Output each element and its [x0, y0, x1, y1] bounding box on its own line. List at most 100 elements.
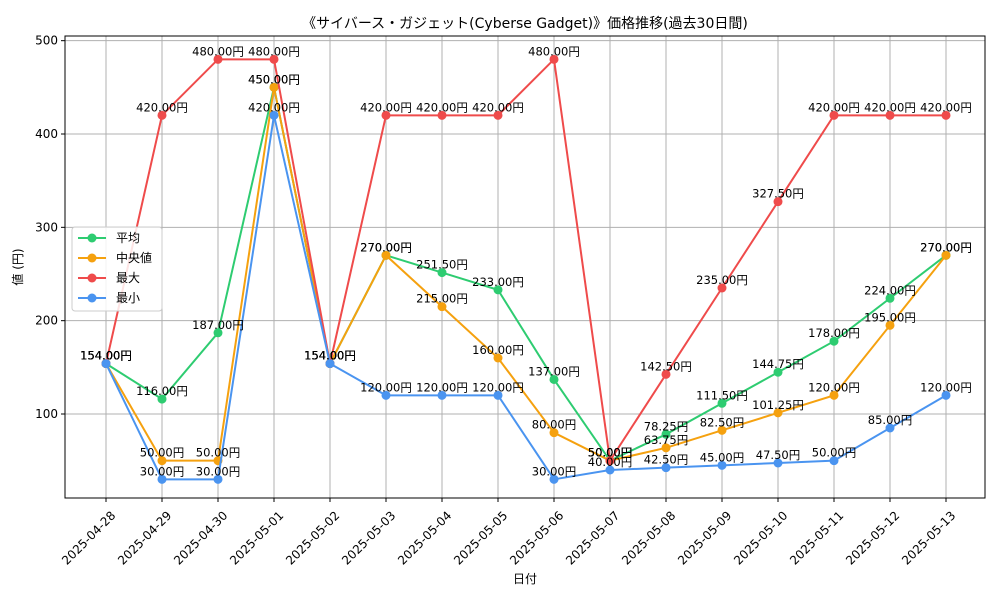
data-label: 142.50円: [640, 359, 692, 373]
x-tick-label: 2025-05-11: [787, 508, 846, 567]
x-tick-label: 2025-05-03: [339, 508, 398, 567]
legend-label: 平均: [116, 231, 140, 245]
data-point: [773, 408, 783, 418]
legend-marker: [87, 233, 97, 243]
data-label: 50.00円: [140, 446, 184, 460]
data-label: 154.00円: [80, 349, 132, 363]
data-label: 224.00円: [864, 283, 916, 297]
data-point: [549, 428, 559, 438]
x-tick-label: 2025-04-30: [171, 508, 230, 567]
data-label: 30.00円: [532, 464, 576, 478]
data-point: [213, 328, 223, 338]
data-label: 195.00円: [864, 310, 916, 324]
data-point: [605, 465, 615, 475]
data-point: [661, 369, 671, 379]
data-label: 215.00円: [416, 292, 468, 306]
data-label: 50.00円: [588, 446, 632, 460]
data-label: 420.00円: [136, 100, 188, 114]
x-tick-label: 2025-05-13: [899, 508, 958, 567]
data-point: [437, 268, 447, 278]
data-point: [157, 394, 167, 404]
data-point: [269, 110, 279, 120]
data-label: 137.00円: [528, 364, 580, 378]
data-point: [885, 110, 895, 120]
data-point: [549, 474, 559, 484]
data-point: [213, 54, 223, 64]
data-label: 251.50円: [416, 258, 468, 272]
data-label: 50.00円: [812, 446, 856, 460]
data-label: 63.75円: [644, 433, 688, 447]
data-label: 47.50円: [756, 448, 800, 462]
data-point: [717, 425, 727, 435]
data-point: [549, 54, 559, 64]
data-point: [941, 390, 951, 400]
data-point: [885, 293, 895, 303]
y-tick-label: 500: [35, 34, 58, 48]
data-label: 270.00円: [920, 240, 972, 254]
data-label: 327.50円: [752, 187, 804, 201]
data-label: 85.00円: [868, 413, 912, 427]
data-label: 50.00円: [196, 446, 240, 460]
series-line: [105, 115, 947, 481]
legend-label: 最小: [116, 291, 140, 305]
data-point: [717, 283, 727, 293]
data-label: 480.00円: [248, 44, 300, 58]
x-tick-label: 2025-04-29: [115, 508, 174, 567]
data-point: [437, 390, 447, 400]
data-label: 144.75円: [752, 357, 804, 371]
data-point: [829, 456, 839, 466]
legend-box: [71, 226, 163, 312]
series-line: [105, 87, 947, 462]
data-point: [717, 460, 727, 470]
data-label: 80.00円: [532, 418, 576, 432]
x-tick-label: 2025-05-07: [563, 508, 622, 567]
data-point: [605, 456, 615, 466]
data-label: 111.50円: [696, 388, 748, 402]
x-tick-label: 2025-05-05: [451, 508, 510, 567]
data-label: 120.00円: [360, 380, 412, 394]
data-point: [773, 458, 783, 468]
data-label: 420.00円: [416, 100, 468, 114]
data-label: 101.25円: [752, 398, 804, 412]
data-point: [157, 456, 167, 466]
data-label: 270.00円: [360, 240, 412, 254]
data-label: 160.00円: [472, 343, 524, 357]
data-label: 450.00円: [248, 72, 300, 86]
series-group: [101, 54, 951, 484]
chart-title: 《サイバース・ガジェット(Cyberse Gadget)》価格推移(過去30日間…: [302, 16, 748, 32]
data-label: 120.00円: [808, 380, 860, 394]
data-point: [381, 250, 391, 260]
data-point: [157, 474, 167, 484]
y-tick-label: 200: [35, 314, 58, 328]
data-point: [101, 359, 111, 369]
data-label: 420.00円: [808, 100, 860, 114]
data-label: 82.50円: [700, 415, 744, 429]
x-tick-label: 2025-05-09: [675, 508, 734, 567]
data-label: 480.00円: [528, 44, 580, 58]
data-label: 420.00円: [248, 100, 300, 114]
data-label: 120.00円: [920, 380, 972, 394]
x-tick-label: 2025-05-04: [395, 508, 454, 567]
data-point: [829, 390, 839, 400]
data-label: 235.00円: [696, 273, 748, 287]
data-label: 154.00円: [304, 349, 356, 363]
x-tick-label: 2025-05-08: [619, 508, 678, 567]
data-point: [157, 110, 167, 120]
data-point: [661, 429, 671, 439]
data-point: [941, 250, 951, 260]
data-point: [437, 110, 447, 120]
data-label: 420.00円: [360, 100, 412, 114]
data-point: [829, 110, 839, 120]
plot-area-frame: [64, 35, 986, 499]
legend-label: 最大: [116, 271, 140, 285]
legend-marker: [87, 253, 97, 263]
data-label: 178.00円: [808, 326, 860, 340]
data-label: 450.00円: [248, 72, 300, 86]
x-tick-label: 2025-04-28: [59, 508, 118, 567]
data-point: [773, 197, 783, 207]
data-label: 154.00円: [304, 349, 356, 363]
y-tick-label: 400: [35, 127, 58, 141]
x-tick-label: 2025-05-06: [507, 508, 566, 567]
data-point: [381, 110, 391, 120]
